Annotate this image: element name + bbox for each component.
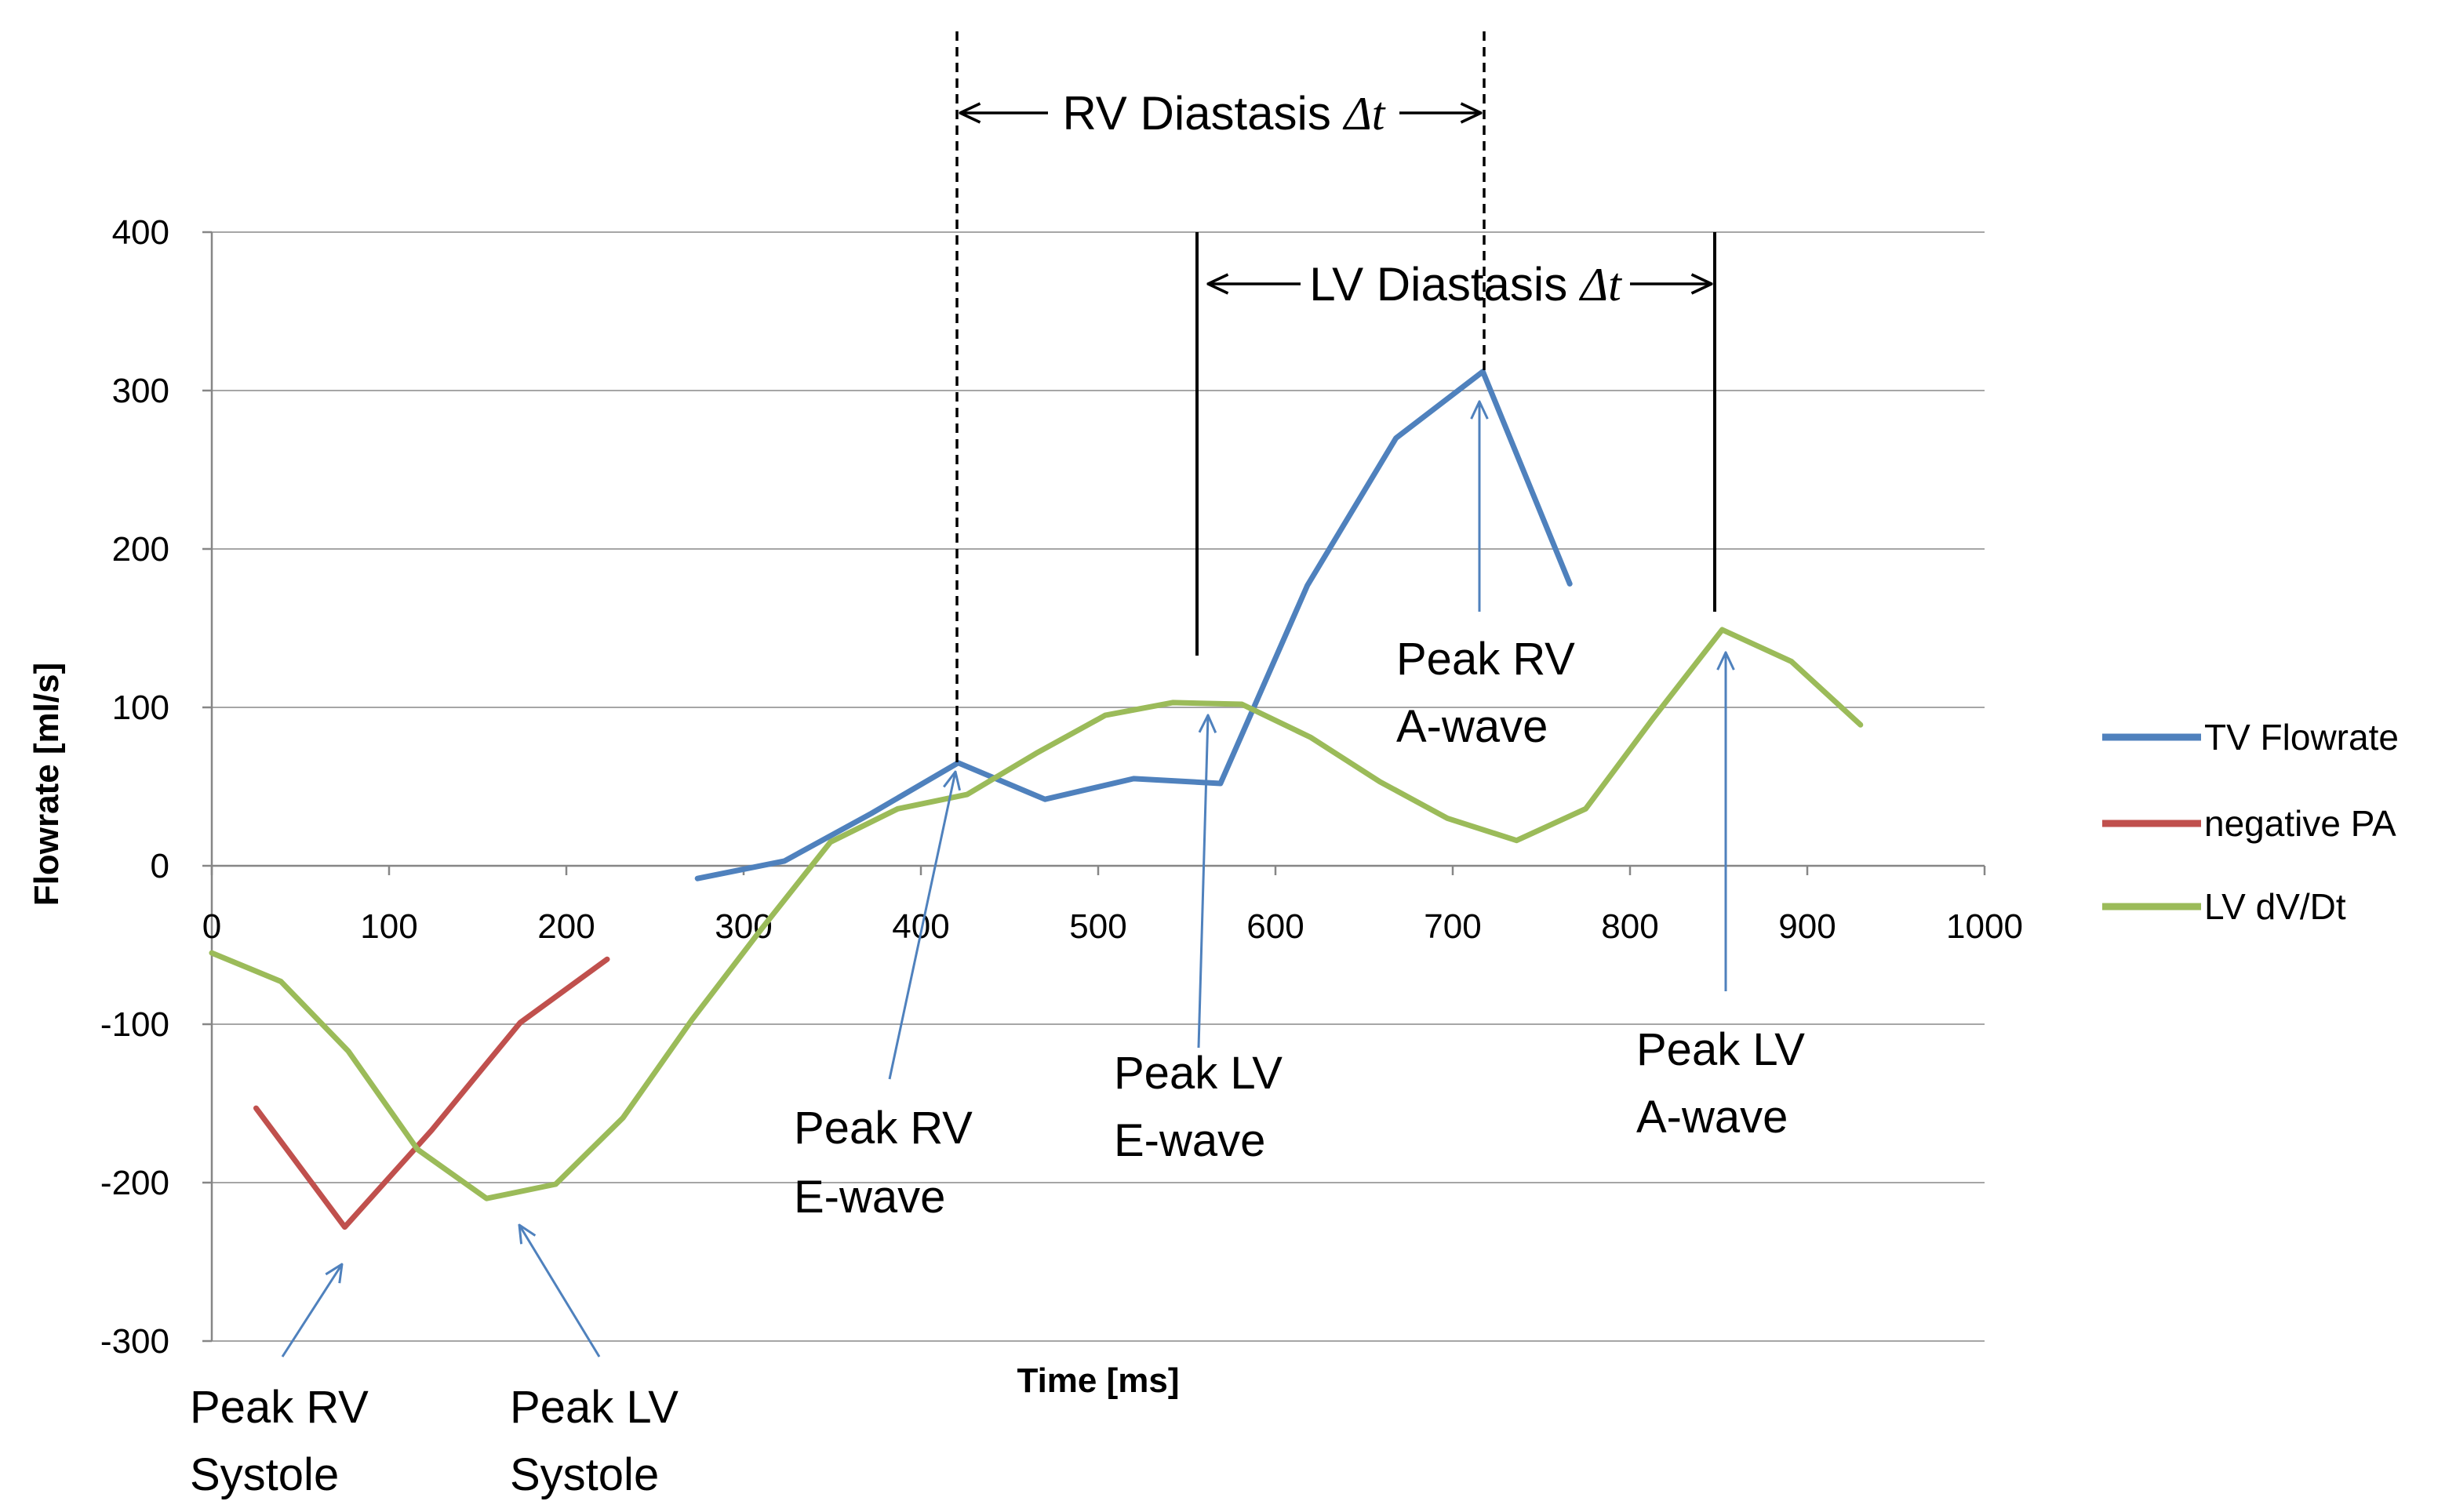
x-tick-label: 1000 xyxy=(1946,907,2023,946)
y-tick-label: 100 xyxy=(112,689,169,727)
legend: TV Flowrate negative PA LV dV/Dt xyxy=(2102,717,2399,927)
x-tick-label: 800 xyxy=(1601,907,1658,946)
peak-rv-e-wave-annotation: Peak RV E-wave xyxy=(794,1103,973,1223)
legend-item-tv-flowrate: TV Flowrate xyxy=(2102,717,2399,758)
x-tick-label: 700 xyxy=(1424,907,1481,946)
peak-rv-systole-arrow xyxy=(281,1264,342,1358)
legend-item-lv-dvdt: LV dV/Dt xyxy=(2102,886,2346,927)
y-tick-label: 300 xyxy=(112,372,169,410)
y-tick-label: 0 xyxy=(151,847,169,885)
legend-item-negative-pa: negative PA xyxy=(2102,803,2396,844)
annotation-line: Peak LV xyxy=(510,1382,679,1433)
series-negative-pa xyxy=(253,956,610,1230)
annotation-line: Peak LV xyxy=(1114,1048,1283,1099)
x-tick-label: 400 xyxy=(892,907,949,946)
y-axis-title: Flowrate [ml/s] xyxy=(27,663,66,907)
delta-t-symbol: Δt xyxy=(1343,88,1386,140)
y-tick-label: 400 xyxy=(112,213,169,252)
x-tick-label: 200 xyxy=(537,907,595,946)
rv-diastasis-text: RV Diastasis xyxy=(1063,87,1331,140)
x-tick-label: 500 xyxy=(1069,907,1126,946)
legend-label: LV dV/Dt xyxy=(2204,886,2346,927)
legend-label: negative PA xyxy=(2204,803,2396,844)
y-axis-ticks: 400 300 200 100 0 -100 -200 -300 xyxy=(100,213,212,1361)
lv-diastasis-label: LV Diastasis Δt xyxy=(1309,258,1622,311)
peak-lv-a-wave-annotation: Peak LV A-wave xyxy=(1636,1024,1805,1143)
y-tick-label: 200 xyxy=(112,530,169,569)
series-lv-dv-dt xyxy=(209,627,1864,1201)
series-line-lv-dv-dt xyxy=(209,627,1864,1201)
y-tick-label: -200 xyxy=(100,1164,169,1202)
peak-lv-systole-annotation: Peak LV Systole xyxy=(510,1382,679,1500)
series-line-tv-flowrate xyxy=(694,369,1573,881)
legend-label: TV Flowrate xyxy=(2204,717,2399,758)
annotation-line: Systole xyxy=(190,1449,339,1500)
lv-diastasis-text: LV Diastasis xyxy=(1309,258,1567,311)
annotation-line: Systole xyxy=(510,1449,659,1500)
annotation-line: E-wave xyxy=(794,1172,945,1223)
annotation-line: E-wave xyxy=(1114,1115,1265,1166)
annotation-line: Peak RV xyxy=(190,1382,369,1433)
annotation-line: Peak LV xyxy=(1636,1024,1805,1075)
annotation-line: A-wave xyxy=(1636,1092,1788,1143)
y-tick-label: -100 xyxy=(100,1005,169,1044)
series-layer xyxy=(209,369,1864,1230)
rv-diastasis-label: RV Diastasis Δt xyxy=(1063,87,1386,140)
x-tick-label: 900 xyxy=(1778,907,1836,946)
x-tick-label: 600 xyxy=(1246,907,1304,946)
peak-lv-e-wave-annotation: Peak LV E-wave xyxy=(1114,1048,1283,1166)
peak-rv-a-wave-annotation: Peak RV A-wave xyxy=(1396,634,1575,752)
annotation-line: A-wave xyxy=(1396,701,1548,752)
series-tv-flowrate xyxy=(694,369,1573,881)
annotation-line: Peak RV xyxy=(1396,634,1575,685)
x-tick-label: 100 xyxy=(360,907,417,946)
peak-lv-e-wave-arrow xyxy=(1197,715,1208,1049)
peak-rv-e-wave-arrow xyxy=(888,772,955,1080)
x-axis-title: Time [ms] xyxy=(1017,1361,1179,1400)
series-line-negative-pa xyxy=(253,956,610,1230)
y-tick-label: -300 xyxy=(100,1322,169,1361)
peak-rv-systole-annotation: Peak RV Systole xyxy=(190,1382,369,1500)
x-tick-label: 0 xyxy=(202,907,221,946)
peak-lv-systole-arrow xyxy=(519,1225,601,1358)
delta-t-symbol: Δt xyxy=(1579,259,1622,311)
annotation-line: Peak RV xyxy=(794,1103,973,1154)
x-axis-ticks: 0 100 200 300 400 500 600 700 800 900 1000 xyxy=(202,866,2023,946)
